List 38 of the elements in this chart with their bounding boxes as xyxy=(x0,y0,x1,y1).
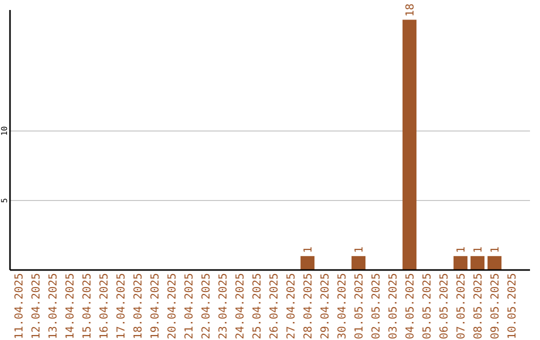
x-tick-label: 14.04.2025 xyxy=(64,273,76,340)
x-tick-label: 22.04.2025 xyxy=(200,273,212,340)
x-tick-label: 19.04.2025 xyxy=(148,273,162,340)
data-label: 1 xyxy=(352,246,366,254)
data-label: 1 xyxy=(472,246,484,254)
x-tick-label: 16.04.2025 xyxy=(98,273,110,340)
data-label: 1 xyxy=(454,246,468,254)
data-label: 1 xyxy=(488,246,502,254)
x-tick-label: 04.05.2025 xyxy=(404,273,416,340)
x-tick-label: 12.04.2025 xyxy=(30,273,42,340)
x-tick-label: 03.05.2025 xyxy=(386,273,400,340)
x-tick-label: 06.05.2025 xyxy=(438,273,450,340)
x-tick-label: 23.04.2025 xyxy=(216,273,230,340)
x-tick-label: 09.05.2025 xyxy=(488,273,502,340)
x-tick-label: 29.04.2025 xyxy=(318,273,332,340)
x-tick-label: 10.05.2025 xyxy=(506,273,518,340)
x-tick-label: 07.05.2025 xyxy=(454,273,468,340)
y-tick-label: 5 xyxy=(0,198,9,203)
x-tick-label: 05.05.2025 xyxy=(420,273,434,340)
x-tick-label: 13.04.2025 xyxy=(46,273,60,340)
x-tick-label: 08.05.2025 xyxy=(472,273,484,340)
x-tick-label: 17.04.2025 xyxy=(114,273,128,340)
x-tick-label: 25.04.2025 xyxy=(250,273,264,340)
x-tick-label: 30.04.2025 xyxy=(336,273,348,340)
x-tick-label: 02.05.2025 xyxy=(370,273,382,340)
x-tick-label: 15.04.2025 xyxy=(80,273,94,340)
data-label: 1 xyxy=(302,246,314,254)
data-label: 18 xyxy=(404,3,416,17)
x-tick-label: 11.04.2025 xyxy=(12,273,26,340)
y-tick-label: 10 xyxy=(0,126,9,136)
x-tick-label: 01.05.2025 xyxy=(352,273,366,340)
x-tick-label: 28.04.2025 xyxy=(302,273,314,340)
x-tick-label: 26.04.2025 xyxy=(268,273,280,340)
x-tick-label: 27.04.2025 xyxy=(284,273,298,340)
x-tick-label: 21.04.2025 xyxy=(182,273,196,340)
x-tick-label: 20.04.2025 xyxy=(166,273,178,340)
x-tick-label: 24.04.2025 xyxy=(234,273,246,340)
x-tick-label: 18.04.2025 xyxy=(132,273,144,340)
